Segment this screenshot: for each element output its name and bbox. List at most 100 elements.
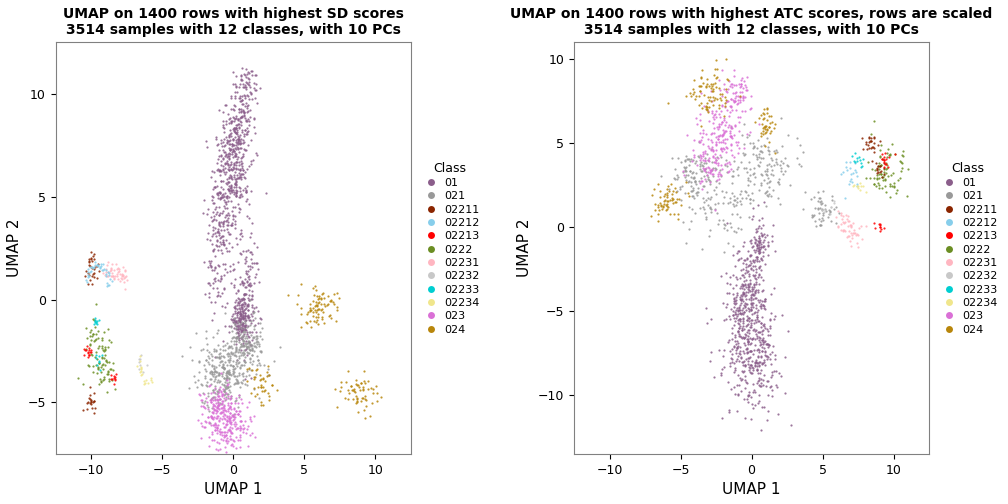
Point: [205, 266, 221, 274]
Point: [718, 102, 734, 110]
Point: [213, 238, 229, 246]
Point: [872, 168, 888, 176]
Point: [194, 410, 210, 418]
Point: [214, 397, 230, 405]
Point: [754, 312, 770, 321]
Point: [752, 158, 768, 166]
Point: [229, 377, 245, 385]
Point: [233, 325, 249, 333]
Point: [697, 147, 713, 155]
Point: [883, 171, 899, 179]
Point: [228, 407, 244, 415]
Point: [97, 350, 113, 358]
Point: [223, 187, 239, 195]
Point: [738, 261, 754, 269]
Point: [874, 141, 890, 149]
Point: [212, 167, 228, 175]
Point: [217, 411, 233, 419]
Point: [230, 143, 246, 151]
Point: [133, 363, 149, 371]
Point: [223, 145, 239, 153]
Point: [206, 421, 222, 429]
Point: [219, 367, 235, 375]
Point: [747, 327, 763, 335]
Point: [363, 385, 379, 393]
Point: [210, 399, 226, 407]
Point: [744, 285, 760, 293]
Point: [90, 261, 106, 269]
Point: [220, 367, 236, 375]
Point: [218, 420, 234, 428]
Point: [724, 189, 740, 197]
Point: [232, 139, 248, 147]
Point: [303, 306, 320, 314]
Point: [244, 250, 260, 258]
Point: [728, 340, 744, 348]
Point: [708, 113, 724, 121]
Point: [735, 281, 751, 289]
Point: [738, 288, 754, 296]
Point: [796, 188, 812, 196]
Point: [738, 188, 754, 196]
Point: [235, 170, 251, 178]
Point: [727, 364, 743, 372]
Point: [250, 356, 266, 364]
Point: [730, 256, 746, 264]
Point: [695, 67, 711, 75]
Point: [227, 307, 243, 315]
Point: [244, 345, 260, 353]
Point: [742, 364, 758, 372]
Point: [754, 327, 770, 335]
Point: [205, 386, 221, 394]
Point: [218, 193, 234, 201]
Point: [225, 368, 241, 376]
Point: [875, 163, 891, 171]
Point: [699, 164, 715, 172]
Point: [751, 271, 767, 279]
Point: [219, 417, 235, 425]
Point: [751, 264, 767, 272]
Point: [224, 140, 240, 148]
Point: [228, 340, 244, 348]
Point: [734, 74, 750, 82]
Point: [705, 152, 721, 160]
Point: [736, 367, 752, 375]
Point: [685, 192, 702, 200]
Point: [735, 347, 751, 355]
Point: [227, 133, 243, 141]
Point: [755, 221, 771, 229]
Point: [752, 262, 768, 270]
Point: [236, 290, 252, 298]
Point: [212, 188, 228, 197]
Point: [192, 390, 208, 398]
Point: [217, 432, 233, 440]
Point: [758, 340, 774, 348]
Point: [234, 306, 250, 314]
Point: [365, 386, 381, 394]
Point: [691, 179, 708, 187]
Point: [219, 379, 235, 387]
Point: [728, 92, 744, 100]
Point: [879, 161, 895, 169]
Point: [238, 146, 254, 154]
Point: [239, 425, 255, 433]
Point: [228, 183, 244, 191]
Point: [110, 275, 126, 283]
Point: [232, 131, 248, 139]
Point: [718, 303, 734, 311]
Point: [751, 234, 767, 242]
Point: [221, 370, 237, 378]
Point: [740, 392, 756, 400]
Point: [208, 229, 224, 237]
Point: [213, 177, 229, 185]
Point: [210, 191, 226, 199]
Point: [701, 154, 717, 162]
Point: [730, 99, 746, 107]
Point: [373, 394, 389, 402]
Point: [782, 181, 798, 190]
Point: [871, 159, 887, 167]
Point: [108, 369, 124, 377]
Point: [243, 417, 259, 425]
Point: [232, 309, 248, 318]
Point: [103, 264, 119, 272]
